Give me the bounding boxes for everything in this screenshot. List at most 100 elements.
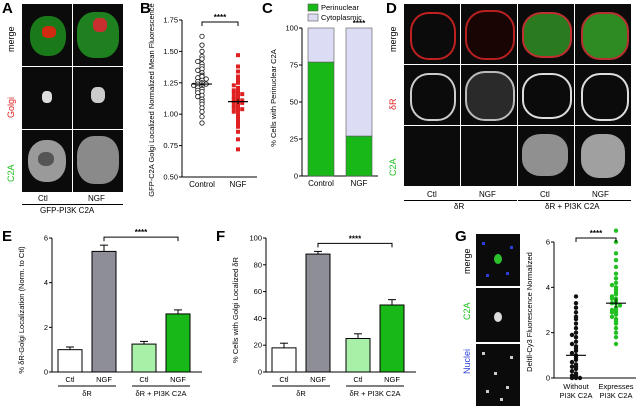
c-y-tick-label-0: 0 — [294, 172, 298, 181]
f-bar-3 — [379, 304, 405, 373]
b-ngf-point-13 — [236, 93, 240, 98]
g-y-tick-label-2: 4 — [546, 283, 550, 292]
g-expresses-point-0 — [613, 228, 619, 233]
c-x-label-0: Control — [308, 179, 334, 188]
c-y-tick-label-4: 100 — [285, 24, 298, 33]
g-row-label-nuclei: Nuclei — [462, 348, 472, 374]
g-y-axis-label: Deltll-Cy3 Fluorescence Normalized — [525, 252, 534, 372]
e-x-label-2: Ctl — [139, 375, 149, 384]
a-col-label-ngf: NGF — [88, 194, 105, 203]
chart-b: GFP-C2A Golgi Localized Normalized Mean … — [147, 3, 257, 197]
b-ngf-point-29 — [236, 114, 240, 119]
a-image-c2a-ctl — [22, 130, 72, 192]
b-ngf-point-17 — [240, 98, 245, 103]
g-y-tick-label-1: 2 — [546, 328, 550, 337]
g-expresses-point-7 — [613, 280, 619, 285]
g-expresses-point-25 — [613, 321, 619, 326]
b-ngf-point-16 — [231, 97, 236, 102]
g-without-point-8 — [573, 335, 579, 340]
panel-letter-f: F — [216, 228, 226, 245]
e-significance-bracket — [103, 236, 179, 242]
b-control-point-33 — [199, 109, 205, 115]
c-y-tick-label-3: 75 — [290, 61, 298, 70]
chart-e: % δR-Golgi Localization (Norm. to Ctl) 0… — [17, 228, 202, 398]
f-bar-1 — [305, 253, 331, 373]
f-bar-2 — [345, 338, 371, 373]
b-ngf-point-1 — [236, 64, 240, 69]
g-without-point-3 — [573, 310, 579, 315]
panel-letter-d: D — [386, 0, 397, 17]
d-image-c2a-3 — [518, 126, 574, 186]
f-group-label-1: δR + PI3K C2A — [349, 389, 400, 398]
f-x-label-1: NGF — [310, 375, 326, 384]
a-image-merge-ctl — [22, 4, 72, 66]
e-bar-0 — [57, 349, 83, 373]
g-y-tick-label-0: 0 — [546, 374, 550, 383]
d-image-c2a-2 — [461, 126, 517, 186]
panel-letter-a: A — [2, 0, 13, 17]
b-ngf-point-25 — [240, 107, 245, 112]
g-expresses-point-4 — [613, 264, 619, 270]
f-significance-bracket — [317, 242, 393, 248]
b-control-point-0 — [199, 33, 205, 39]
b-control-point-14 — [203, 76, 209, 82]
b-ngf-point-20 — [240, 100, 245, 105]
d-group-label-2: δR + PI3K C2A — [545, 202, 600, 211]
b-y-tick-label-3: 1.25 — [163, 78, 178, 87]
f-significance-label: **** — [349, 234, 362, 243]
d-image-merge-1 — [404, 4, 460, 64]
g-expresses-point-29 — [613, 341, 619, 347]
g-without-point-2 — [573, 305, 579, 310]
b-ngf-point-24 — [231, 105, 236, 110]
a-image-golgi-ctl — [22, 67, 72, 129]
a-row-label-golgi: Golgi — [6, 96, 16, 118]
c-y-tick-label-1: 25 — [290, 135, 298, 144]
b-y-tick-label-5: 1.75 — [163, 16, 178, 25]
c-legend-swatch-1 — [307, 13, 319, 22]
g-expresses-point-33 — [609, 307, 615, 313]
d-image-dr-4 — [575, 65, 631, 125]
g-without-point-9 — [573, 339, 579, 344]
e-x-label-1: NGF — [96, 375, 112, 384]
g-expresses-point-2 — [613, 251, 619, 256]
a-caption-line — [22, 204, 123, 205]
b-y-tick-label-1: 0.75 — [163, 141, 178, 150]
panel-letter-c: C — [262, 0, 273, 17]
e-bar-1 — [91, 250, 117, 373]
b-ngf-point-23 — [236, 104, 240, 109]
d-image-c2a-4 — [575, 126, 631, 186]
g-x-label-1: Expresses PI3K C2A — [598, 382, 633, 400]
g-without-point-26 — [569, 375, 575, 381]
g-expresses-point-21 — [613, 312, 619, 317]
b-ngf-point-26 — [236, 108, 240, 113]
chart-g: Deltll-Cy3 Fluorescence Normalized 0 2 4 6 W… — [525, 228, 636, 400]
g-without-point-31 — [569, 364, 575, 369]
b-ngf-point-5 — [236, 80, 240, 85]
g-expresses-point-5 — [613, 271, 619, 276]
d-group-line-1 — [404, 200, 517, 201]
c-x-label-1: NGF — [351, 179, 368, 188]
b-x-label-0: Control — [189, 180, 215, 189]
chart-f: % Cells with Golgi Localized δR 0 20 40 60 8… — [231, 234, 416, 398]
chart-c: % Cells with Perinuclear C2A 0 25 50 75 100 C… — [269, 3, 378, 188]
b-ngf-point-35 — [236, 147, 240, 152]
f-x-label-2: Ctl — [353, 375, 363, 384]
b-ngf-point-12 — [240, 92, 245, 97]
panel-letter-g: G — [455, 228, 467, 245]
d-row-label-dr: δR — [388, 98, 398, 110]
d-group-label-1: δR — [454, 202, 465, 211]
b-y-tick-label-0: 0.50 — [163, 173, 178, 182]
g-without-point-29 — [569, 332, 575, 338]
b-control-point-9 — [195, 67, 201, 73]
c-y-tick-label-2: 50 — [290, 98, 298, 107]
b-ngf-point-9 — [231, 88, 236, 93]
b-ngf-point-32 — [236, 124, 240, 129]
e-group-label-0: δR — [82, 389, 92, 398]
d-col-label-2: NGF — [479, 190, 496, 199]
d-col-label-3: Ctl — [540, 190, 550, 199]
d-row-label-merge: merge — [388, 26, 398, 52]
b-control-point-2 — [199, 48, 205, 55]
d-image-dr-3 — [518, 65, 574, 125]
c-bar-perinuclear-1 — [345, 135, 373, 177]
e-group-label-1: δR + PI3K C2A — [135, 389, 186, 398]
